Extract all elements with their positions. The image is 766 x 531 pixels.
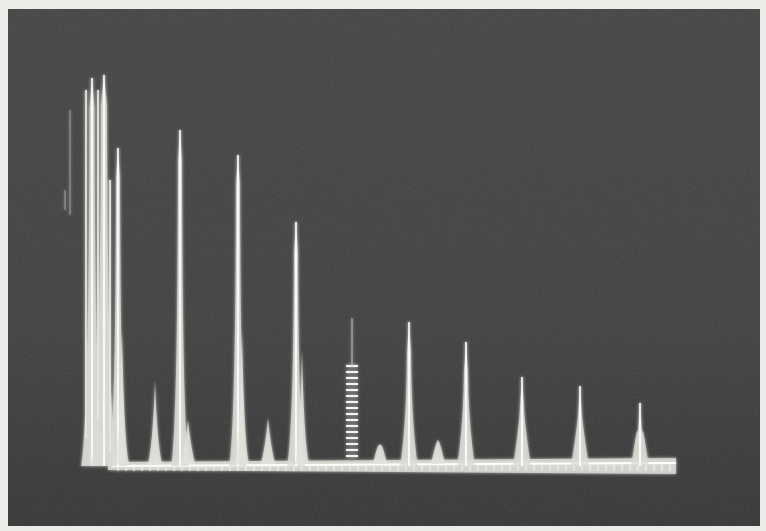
oscilloscope-photo [0,0,766,531]
page: (() => { const svg = document.getElement… [0,0,766,531]
